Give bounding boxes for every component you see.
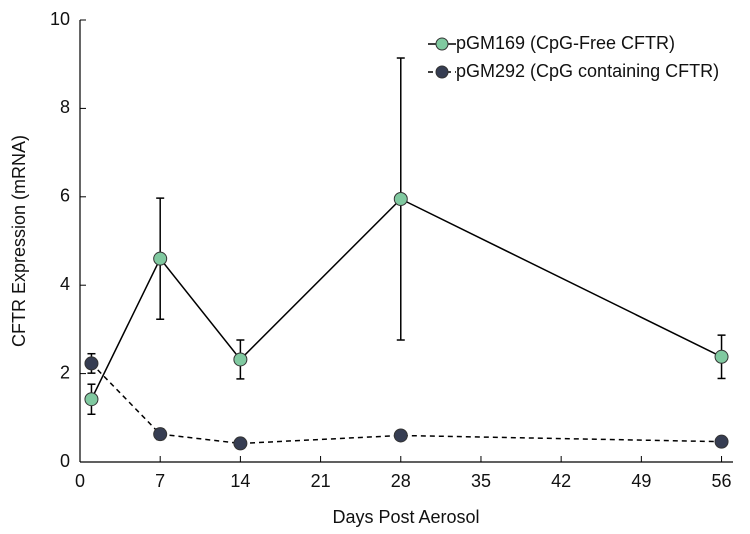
x-tick-label: 35 [471, 471, 491, 491]
x-tick-label: 56 [712, 471, 732, 491]
y-axis-label: CFTR Expression (mRNA) [9, 135, 29, 347]
x-tick-label: 49 [631, 471, 651, 491]
y-tick-label: 2 [60, 362, 70, 382]
data-point [233, 436, 248, 451]
y-tick-label: 0 [60, 451, 70, 471]
legend-marker [435, 37, 449, 51]
x-tick-label: 7 [155, 471, 165, 491]
x-tick-label: 28 [391, 471, 411, 491]
data-point [714, 434, 729, 449]
series-line [90, 198, 722, 400]
data-point [393, 428, 408, 443]
y-tick-label: 4 [60, 274, 70, 294]
data-point [84, 356, 99, 371]
series-line [90, 362, 722, 445]
data-point [153, 251, 168, 266]
y-tick-label: 10 [50, 9, 70, 29]
x-tick-label: 21 [311, 471, 331, 491]
y-tick-label: 8 [60, 97, 70, 117]
legend-label: pGM169 (CpG-Free CFTR) [456, 33, 675, 53]
data-point [233, 352, 248, 367]
data-point [714, 349, 729, 364]
data-point [84, 392, 99, 407]
x-tick-label: 14 [230, 471, 250, 491]
data-point [153, 427, 168, 442]
x-axis-label: Days Post Aerosol [332, 507, 479, 527]
y-tick-label: 6 [60, 186, 70, 206]
x-tick-label: 42 [551, 471, 571, 491]
x-tick-label: 0 [75, 471, 85, 491]
data-point [393, 192, 408, 207]
legend-marker [435, 65, 449, 79]
legend-label: pGM292 (CpG containing CFTR) [456, 61, 719, 81]
